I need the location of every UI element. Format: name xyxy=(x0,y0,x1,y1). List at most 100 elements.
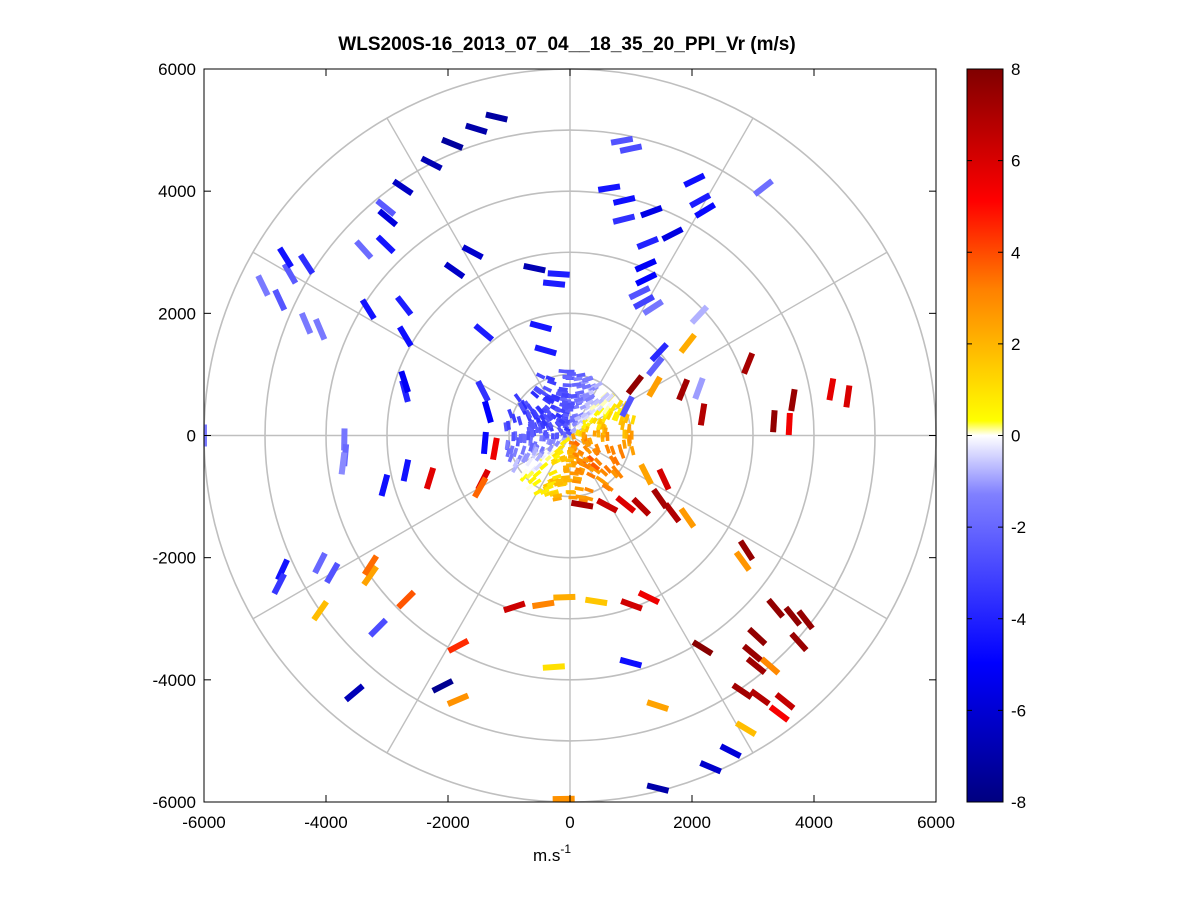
near-return xyxy=(560,456,568,462)
return-segment xyxy=(637,589,661,605)
return-segment xyxy=(272,288,288,312)
return-segment xyxy=(395,295,414,317)
return-segment xyxy=(768,704,790,723)
return-segment xyxy=(625,374,645,396)
return-segment xyxy=(678,507,697,529)
near-return xyxy=(505,447,512,458)
return-segment xyxy=(631,496,652,517)
return-segment xyxy=(534,344,558,357)
return-segment xyxy=(277,246,294,269)
return-segment xyxy=(447,638,470,654)
return-segment xyxy=(298,253,316,276)
azimuth-spoke xyxy=(386,117,571,436)
return-segment xyxy=(461,244,484,260)
near-return xyxy=(529,419,536,430)
return-segment xyxy=(485,111,508,123)
return-segment xyxy=(610,135,634,146)
near-return xyxy=(584,425,590,433)
return-segment xyxy=(472,476,489,499)
near-return xyxy=(579,404,587,411)
return-segment xyxy=(642,298,664,316)
near-return xyxy=(569,427,577,434)
near-return xyxy=(568,393,578,399)
return-segment xyxy=(446,692,470,707)
near-return xyxy=(592,430,597,437)
return-segment xyxy=(204,424,207,447)
near-return xyxy=(587,454,595,462)
near-return xyxy=(539,445,546,453)
return-segment xyxy=(638,463,654,486)
return-segment xyxy=(683,172,706,188)
y-tick-label: 0 xyxy=(187,427,196,446)
near-return xyxy=(519,472,529,483)
near-return xyxy=(576,383,586,389)
return-segment xyxy=(649,342,669,363)
near-return xyxy=(612,456,621,466)
near-return xyxy=(523,452,531,462)
return-segment xyxy=(737,539,756,562)
near-return xyxy=(546,379,557,386)
y-axis-ticks: -6000 -4000 -2000 0 2000 4000 6000 xyxy=(153,60,936,812)
return-segment xyxy=(689,304,710,325)
near-return xyxy=(562,375,573,380)
return-segment xyxy=(678,332,697,354)
y-tick-label: -4000 xyxy=(153,671,196,690)
azimuth-spoke xyxy=(569,434,888,620)
near-return xyxy=(568,454,575,459)
return-segment xyxy=(651,487,669,510)
near-return xyxy=(555,420,562,427)
return-segment xyxy=(694,202,717,219)
return-segment xyxy=(281,262,299,285)
near-return xyxy=(596,423,602,431)
colorbar-tick-label: 4 xyxy=(1011,243,1020,262)
near-return xyxy=(630,414,636,425)
near-return xyxy=(547,421,554,429)
near-return xyxy=(629,445,636,456)
near-return xyxy=(528,442,535,452)
x-axis-ticks: -6000 -4000 -2000 0 2000 4000 6000 xyxy=(182,69,955,832)
return-segment xyxy=(719,743,742,759)
near-return xyxy=(603,408,611,419)
return-segment xyxy=(375,234,396,255)
x-tick-label: -4000 xyxy=(304,813,347,832)
x-tick-label: -6000 xyxy=(182,813,225,832)
return-segment xyxy=(475,379,491,403)
near-return xyxy=(571,382,582,387)
near-return xyxy=(558,386,568,392)
near-return xyxy=(513,393,522,403)
near-return xyxy=(557,443,565,451)
return-segment xyxy=(338,452,348,475)
near-return xyxy=(601,482,612,492)
return-segment xyxy=(375,198,397,217)
return-segment xyxy=(480,431,489,455)
colorbar-ticks: 8 6 4 2 0 -2 -4 -6 -8 xyxy=(967,60,1026,812)
return-segment xyxy=(361,564,379,587)
return-segment xyxy=(628,285,651,301)
near-return xyxy=(532,478,542,487)
near-return xyxy=(568,495,578,500)
near-return xyxy=(570,433,576,440)
near-return xyxy=(573,376,583,382)
near-return xyxy=(566,490,576,495)
near-return xyxy=(562,467,570,473)
near-return xyxy=(563,426,571,433)
near-return xyxy=(554,433,559,440)
return-segment xyxy=(275,558,290,581)
near-return xyxy=(527,475,537,485)
x-axis-label-base: m.s xyxy=(533,846,560,865)
y-tick-label: -6000 xyxy=(153,793,196,812)
near-return xyxy=(554,447,561,455)
return-segment xyxy=(619,143,643,154)
near-return xyxy=(546,414,554,422)
return-segment xyxy=(691,639,714,657)
return-segment xyxy=(635,271,658,287)
chart-title: WLS200S-16_2013_07_04__18_35_20_PPI_Vr (… xyxy=(338,34,795,55)
return-segment xyxy=(392,178,414,197)
return-segment xyxy=(733,550,752,572)
near-return xyxy=(544,415,552,423)
near-return xyxy=(552,493,563,499)
x-tick-label: 2000 xyxy=(673,813,711,832)
x-tick-label: -2000 xyxy=(426,813,469,832)
near-return xyxy=(584,486,594,494)
near-return xyxy=(534,452,543,462)
